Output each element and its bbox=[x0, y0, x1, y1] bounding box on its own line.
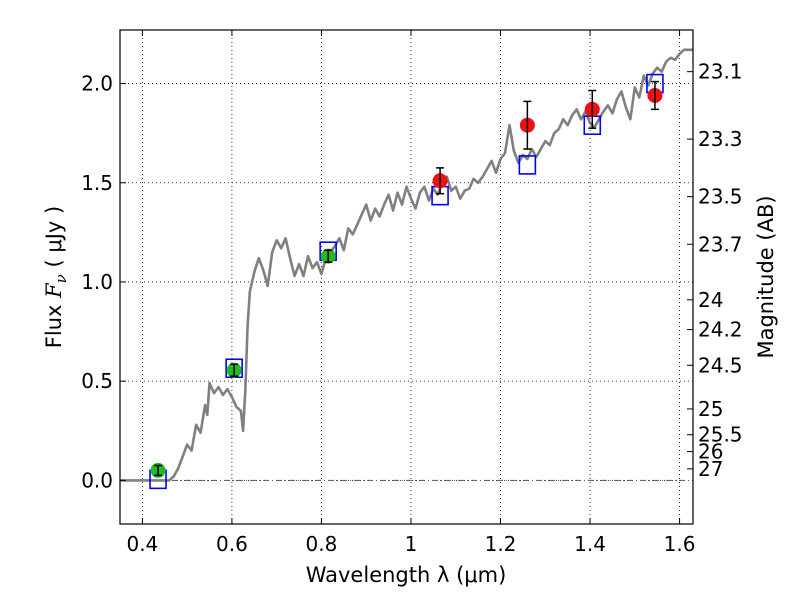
x-axis-title: Wavelength λ (μm) bbox=[306, 563, 507, 587]
magnitude-tick-label: 24.2 bbox=[698, 318, 743, 342]
x-tick-label: 1.2 bbox=[485, 532, 517, 556]
y-axis-title-symbol: F bbox=[42, 282, 66, 299]
axis-tick-labels: 0.4 0.6 0.8 1 1.2 1.4 1.6 0.0 0.5 1.0 1.5 2.0 bbox=[81, 72, 695, 556]
magnitude-tick-label: 25.5 bbox=[698, 423, 743, 447]
y-axis-title-unit: ( μJy ) bbox=[42, 206, 66, 274]
magnitude-tick-label: 27 bbox=[698, 457, 723, 481]
x-tick-label: 1.6 bbox=[664, 532, 696, 556]
magnitude-tick-label: 24.5 bbox=[698, 353, 743, 377]
y-tick-label: 0.5 bbox=[81, 369, 113, 393]
plot-frame bbox=[119, 29, 694, 525]
y-tick-label: 1.0 bbox=[81, 270, 113, 294]
spectrum-line bbox=[120, 48, 693, 482]
photometry-markers bbox=[149, 73, 664, 490]
model-spectrum bbox=[120, 48, 693, 482]
model-photometry-square bbox=[518, 155, 537, 175]
magnitude-tick-label: 23.3 bbox=[698, 127, 743, 151]
y-tick-label: 0.0 bbox=[81, 468, 113, 492]
magnitude-tick-label: 23.7 bbox=[698, 232, 743, 256]
x-tick-label: 0.8 bbox=[306, 532, 338, 556]
magnitude-tick-label: 25 bbox=[698, 397, 723, 421]
y-tick-label: 1.5 bbox=[81, 171, 113, 195]
magnitude-tick-label: 23.5 bbox=[698, 185, 743, 209]
y-axis-title-prefix: Flux bbox=[42, 298, 66, 348]
y-axis-title: Flux Fν ( μJy ) bbox=[42, 206, 70, 348]
y-tick-label: 2.0 bbox=[81, 72, 113, 96]
y-axis-title-subscript: ν bbox=[52, 274, 70, 283]
axis-ticks bbox=[120, 30, 681, 524]
magnitude-tick-label: 23.1 bbox=[698, 60, 743, 84]
x-tick-label: 0.4 bbox=[126, 532, 158, 556]
magnitude-axis-title: Magnitude (AB) bbox=[754, 195, 778, 358]
x-tick-label: 1.4 bbox=[574, 532, 606, 556]
x-tick-label: 1 bbox=[405, 532, 418, 556]
magnitude-tick-label: 26 bbox=[698, 440, 723, 464]
plot-area bbox=[120, 30, 693, 524]
x-tick-label: 0.6 bbox=[216, 532, 248, 556]
magnitude-tick-label: 24 bbox=[698, 288, 723, 312]
